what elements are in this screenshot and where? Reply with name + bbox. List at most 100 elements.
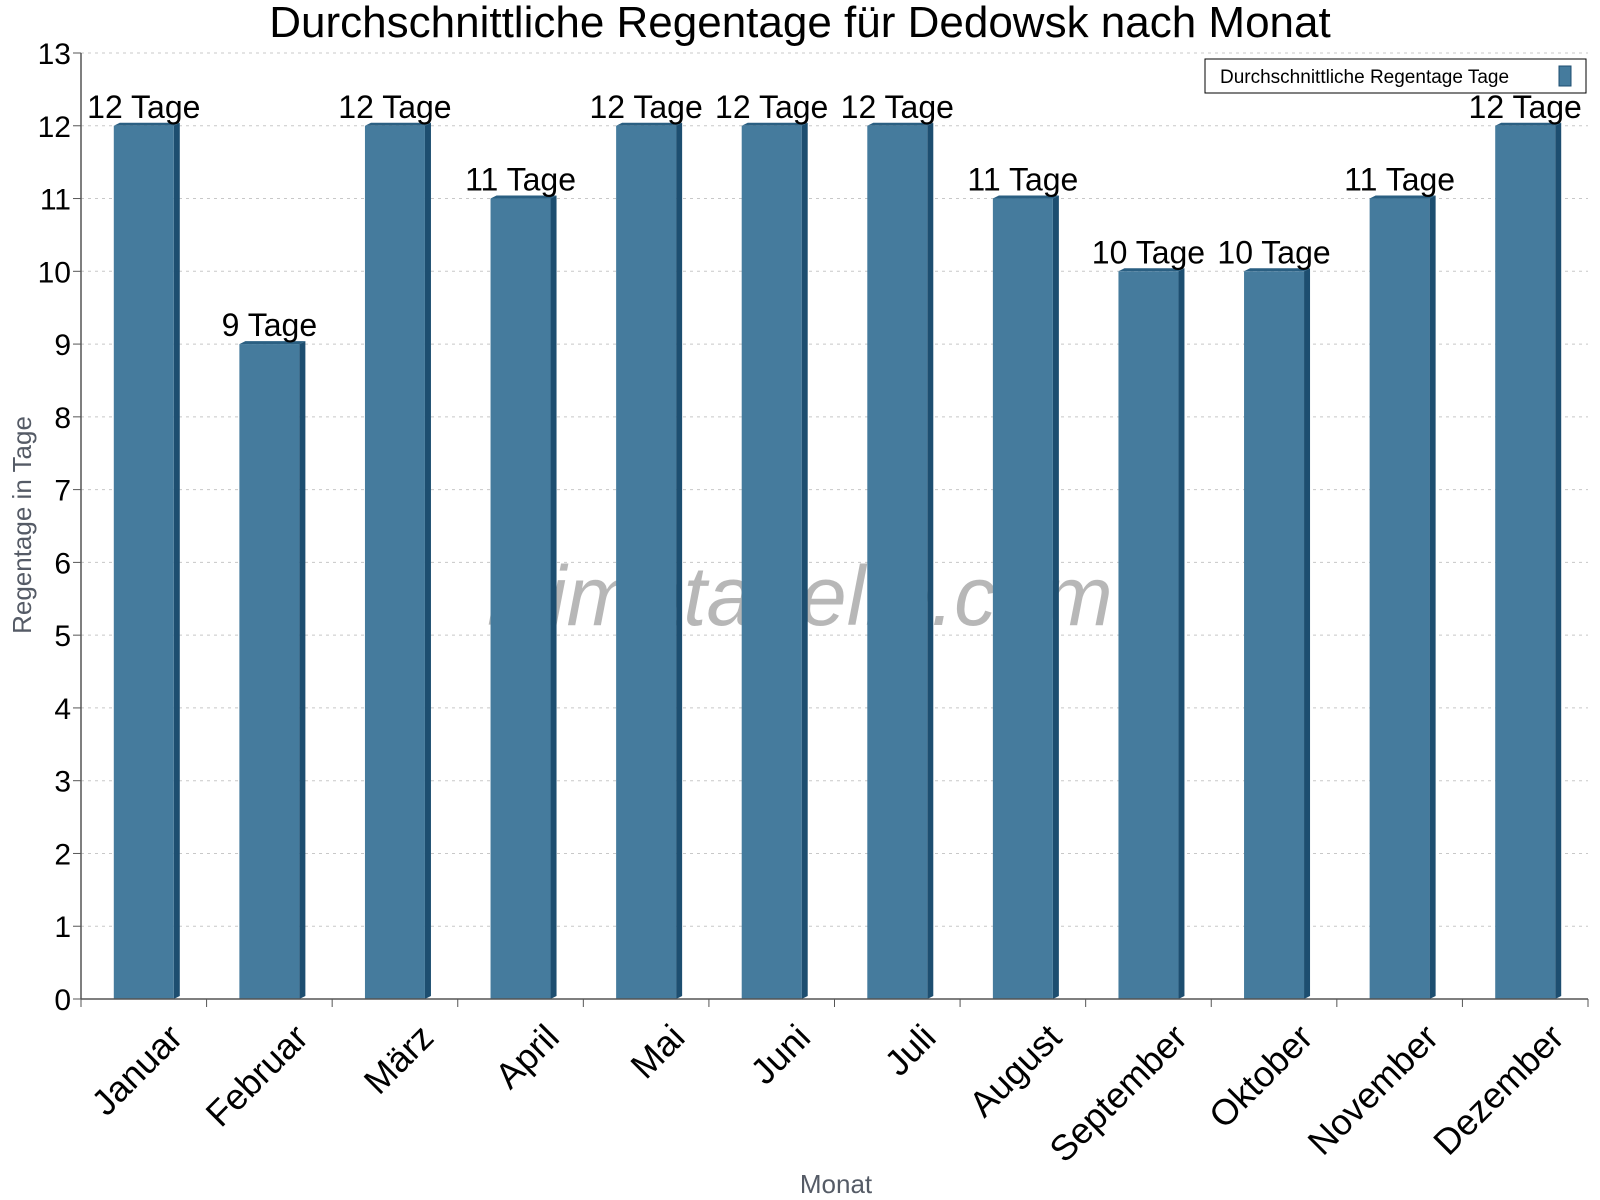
x-tick-label: Januar [83,1016,190,1123]
y-tick-label: 6 [54,547,71,580]
bar-september [1118,268,1185,999]
y-tick-label: 9 [54,329,71,362]
bars [113,122,1562,1000]
bar-oktober [1244,268,1311,999]
data-label: 10 Tage [1092,234,1205,270]
x-tick-label: April [487,1016,567,1096]
bar-front [239,344,300,1000]
data-label: 11 Tage [465,162,576,198]
data-label: 12 Tage [715,89,828,125]
x-tick-label: August [961,1016,1069,1124]
bar-front [490,198,551,1000]
legend: Durchschnittliche Regentage Tage [1204,58,1587,94]
bar-mai [616,122,683,1000]
bar-top [490,195,557,199]
x-tick-label: Mai [622,1016,692,1086]
y-tick-label: 2 [54,838,71,871]
bar-februar [239,341,306,1000]
data-label: 12 Tage [589,89,702,125]
x-tick-label: Juli [876,1016,943,1083]
bar-side [299,341,306,1000]
data-label: 12 Tage [87,89,200,125]
y-tick-label: 8 [54,402,71,435]
axes [73,52,1589,1007]
x-tick-label: November [1300,1016,1446,1162]
bar-front [1495,125,1556,1000]
x-tick-label: September [1041,1016,1195,1170]
x-tick-label: Februar [198,1016,316,1134]
data-label: 9 Tage [222,307,318,343]
bar-side [676,122,683,1000]
bar-april [490,195,557,1000]
data-label: 11 Tage [1344,162,1455,198]
legend-swatch [1558,65,1572,87]
x-axis-label: Monat [800,1169,873,1199]
bar-front [741,125,802,1000]
bar-märz [364,122,431,1000]
bar-top [1369,195,1436,199]
bar-front [1369,198,1430,1000]
y-axis-label: Regentage in Tage [7,416,37,634]
bar-side [173,122,180,1000]
bar-top [239,341,306,345]
y-tick-label: 12 [38,111,71,144]
y-tick-label: 1 [54,911,71,944]
x-tick-label: März [356,1016,442,1102]
x-tick-labels: Januar Februar März April Mai Juni Juli AugustS… [83,1016,1571,1170]
bar-front [867,125,928,1000]
data-labels: 12 Tage 9 Tage 12 Tage 11 Tage 12 Tage 12 Tag… [87,89,1582,343]
bar-front [1244,271,1305,999]
bar-side [927,122,934,1000]
bar-side [424,122,431,1000]
bar-front [364,125,425,1000]
bar-side [550,195,557,1000]
bar-front [616,125,677,1000]
bar-dezember [1495,122,1562,1000]
y-tick-label: 3 [54,766,71,799]
y-tick-label: 11 [40,184,71,217]
bar-front [113,125,174,1000]
bar-side [801,122,808,1000]
bar-november [1369,195,1436,1000]
bar-top [113,122,180,126]
legend-label: Durchschnittliche Regentage Tage [1220,67,1509,88]
bar-front [1118,271,1179,999]
bar-front [992,198,1053,1000]
bar-august [992,195,1059,1000]
bar-top [364,122,431,126]
bar-top [1495,122,1562,126]
bar-side [1555,122,1562,1000]
y-tick-label: 7 [54,475,71,508]
bar-top [616,122,683,126]
bar-side [1429,195,1436,1000]
x-tick-label: Oktober [1201,1016,1321,1136]
bar-side [1304,268,1311,999]
chart-title: Durchschnittliche Regentage für Dedowsk … [269,0,1330,47]
bar-side [1052,195,1059,1000]
bar-top [741,122,808,126]
x-tick-label: Juni [742,1016,818,1092]
y-tick-label: 10 [38,256,71,289]
bar-juni [741,122,808,1000]
bar-top [867,122,934,126]
bar-side [1178,268,1185,999]
bar-top [1118,268,1185,272]
grid-lines [81,52,1588,927]
legend-box [1204,58,1587,94]
bar-top [992,195,1059,199]
y-tick-label: 4 [54,693,71,726]
bar-top [1244,268,1311,272]
data-label: 12 Tage [841,89,954,125]
y-tick-label: 0 [54,984,71,1017]
data-label: 11 Tage [967,162,1078,198]
data-label: 10 Tage [1217,234,1330,270]
data-label: 12 Tage [1469,89,1582,125]
data-label: 12 Tage [338,89,451,125]
y-tick-label: 5 [54,620,71,653]
y-tick-label: 13 [38,38,71,71]
bar-juli [867,122,934,1000]
x-tick-label: Dezember [1425,1016,1571,1162]
bar-januar [113,122,180,1000]
